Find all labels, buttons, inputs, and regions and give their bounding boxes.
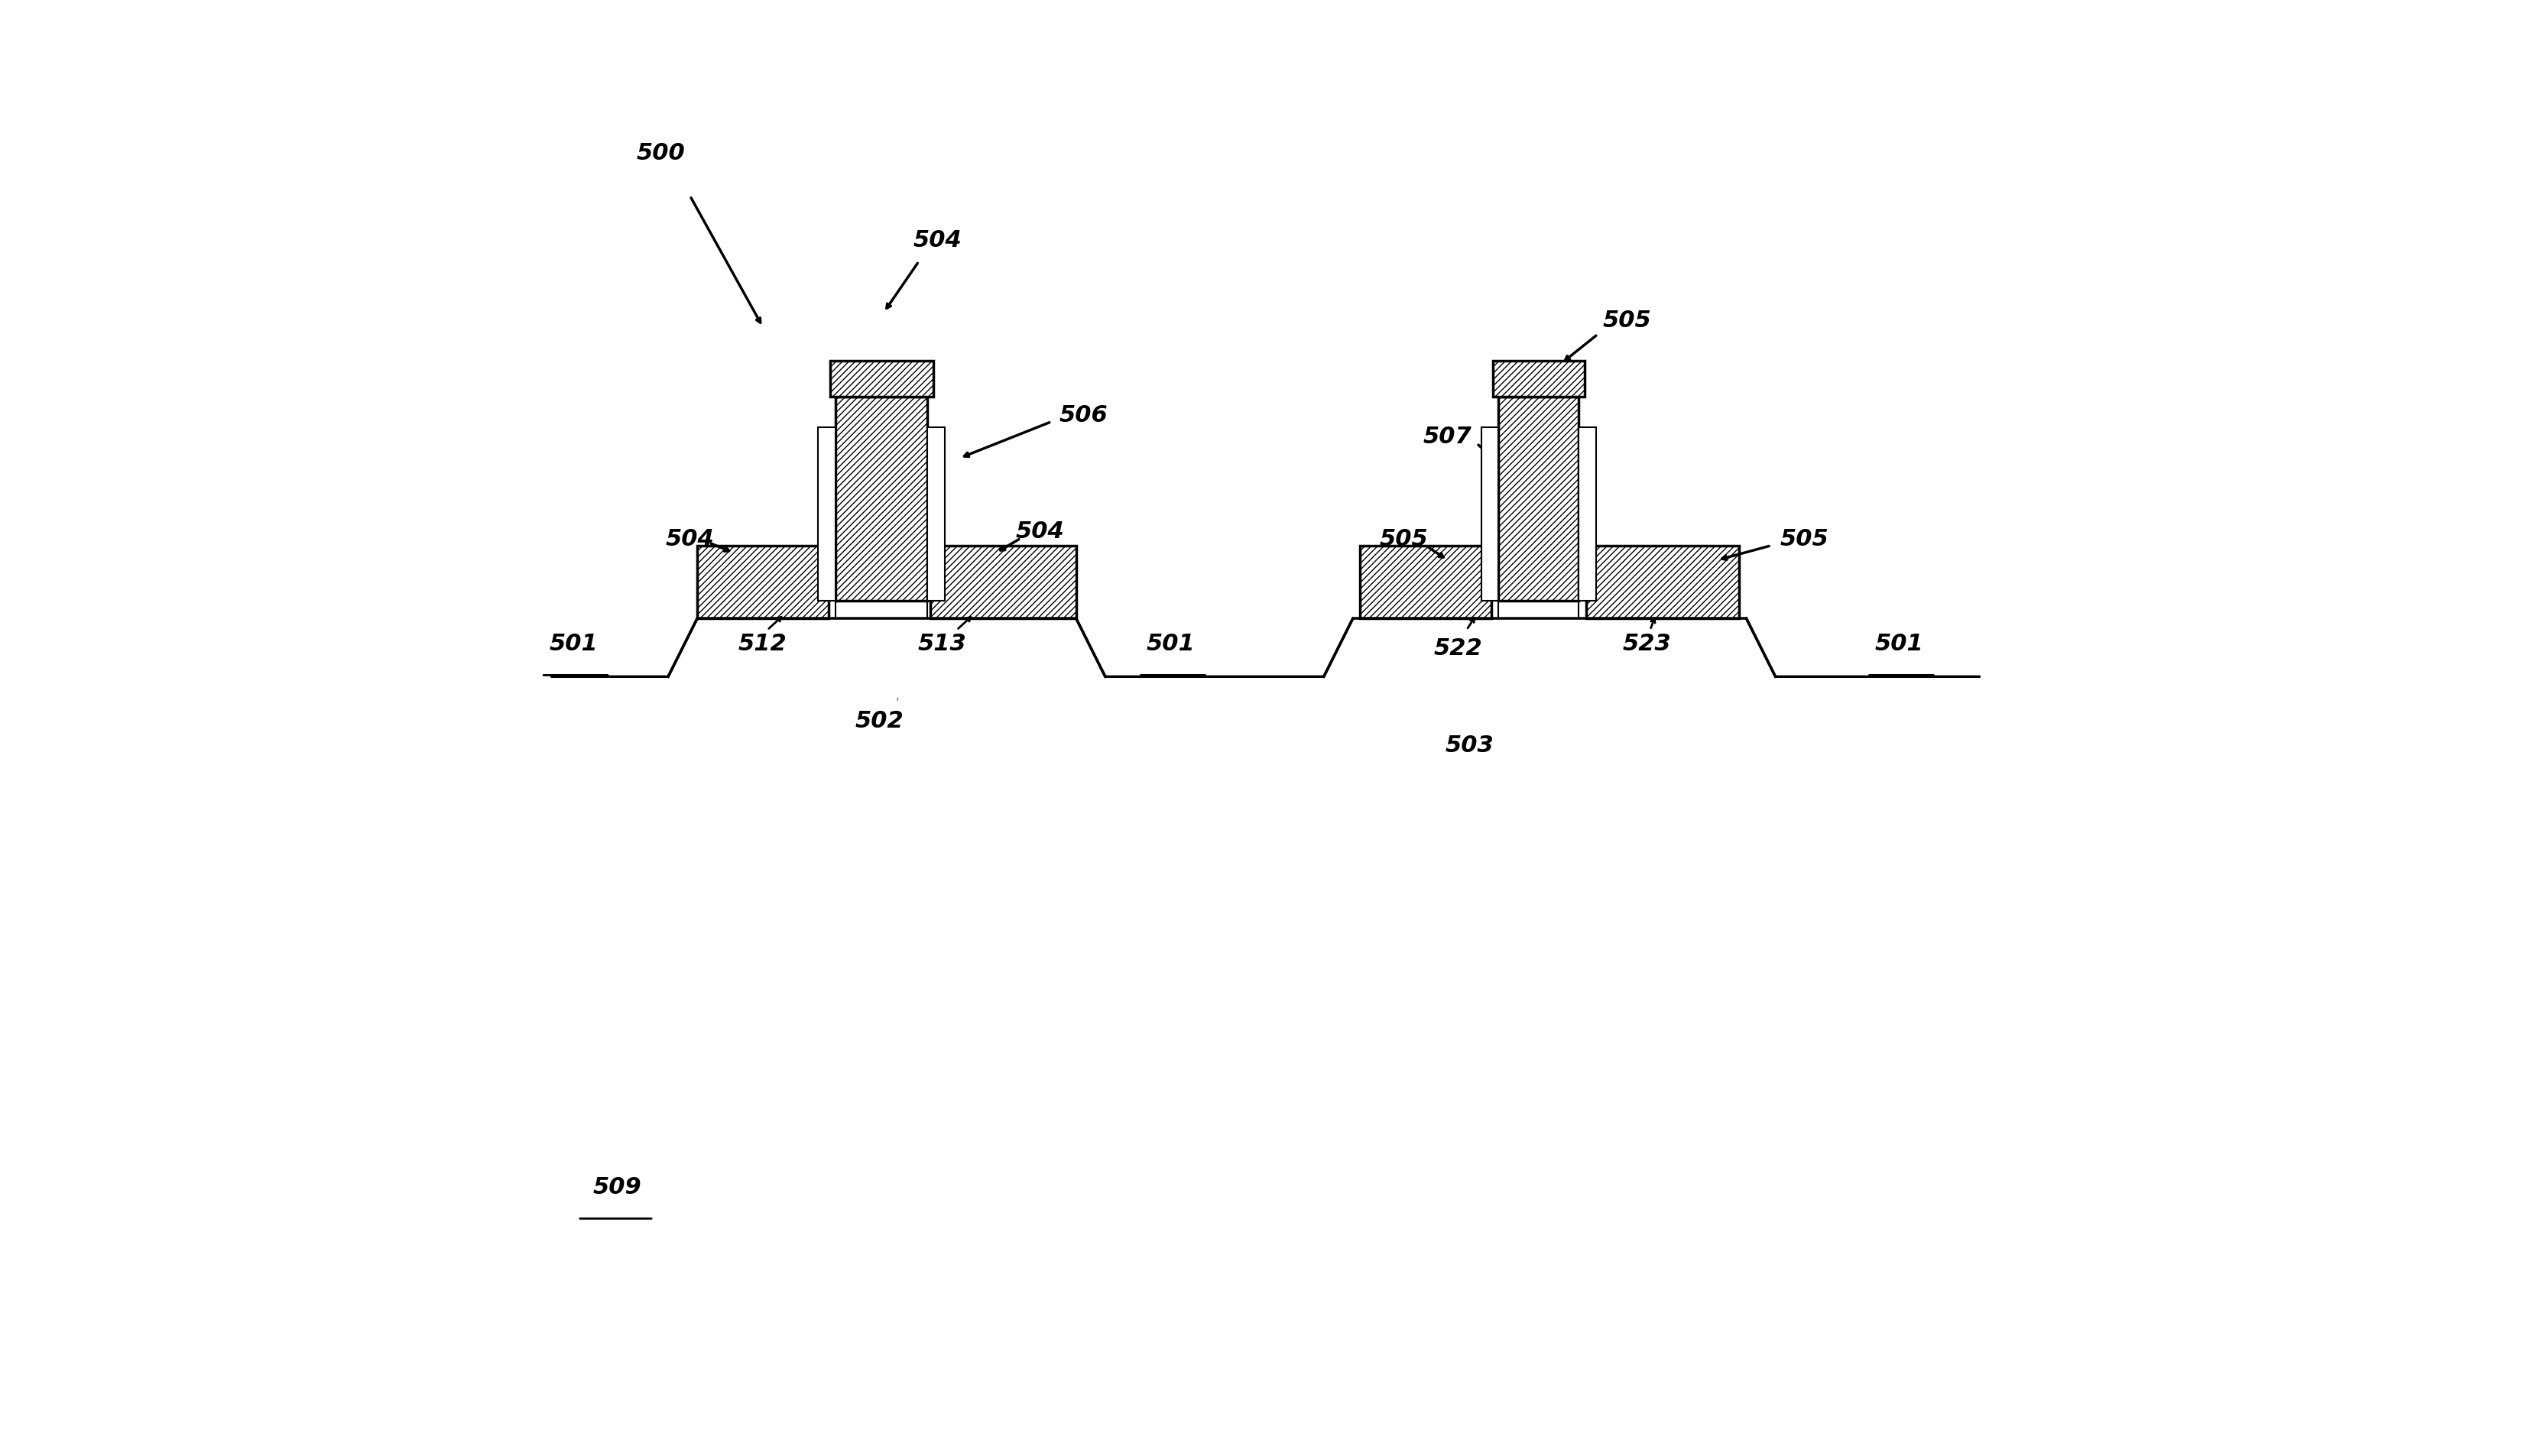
Text: 504: 504 [914,229,962,252]
Text: 506: 506 [1058,403,1109,427]
Text: 505: 505 [1779,527,1830,550]
Bar [830,361,934,397]
Text: 502: 502 [855,709,904,732]
Bar [1481,428,1498,601]
Text: 505: 505 [1379,527,1427,550]
Text: 522: 522 [1433,636,1483,660]
Bar [835,601,926,619]
Bar [1498,397,1579,601]
Bar [1579,428,1597,601]
Text: 505: 505 [1602,309,1650,332]
Text: 503: 503 [1445,734,1493,757]
Text: 513: 513 [919,632,967,655]
Text: 512: 512 [739,632,787,655]
Bar [1359,546,1491,619]
Text: 500: 500 [635,141,686,165]
Text: 501: 501 [1875,632,1924,655]
Bar [1498,601,1579,619]
Bar [1587,546,1739,619]
Text: 507: 507 [1422,425,1473,448]
Text: 501: 501 [549,632,597,655]
Bar [818,428,835,601]
Text: 504: 504 [1015,520,1063,543]
Bar [931,546,1076,619]
Bar [835,397,926,601]
Text: 523: 523 [1622,632,1670,655]
Text: 509: 509 [592,1175,640,1198]
Text: 504: 504 [666,527,714,550]
Text: 501: 501 [1147,632,1195,655]
Bar [926,428,944,601]
Bar [1493,361,1584,397]
Bar [696,546,828,619]
